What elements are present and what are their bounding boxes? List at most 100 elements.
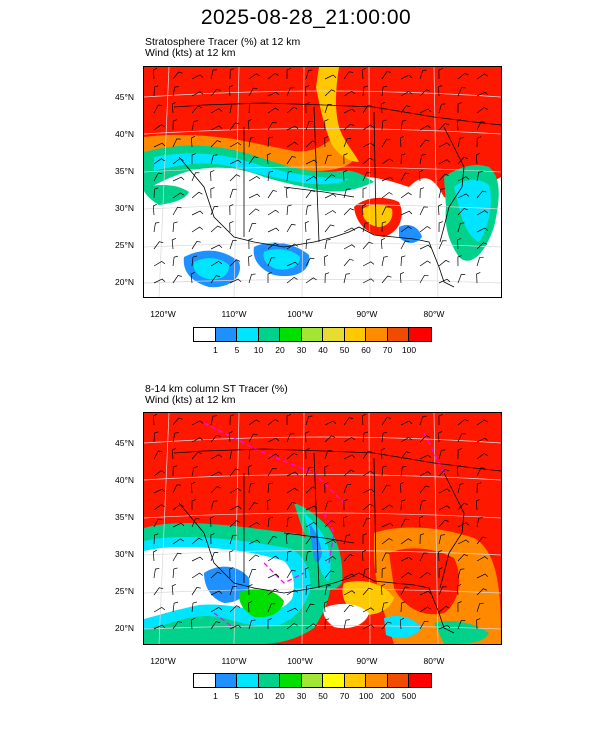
panel1-colorbar-swatch: [366, 328, 388, 341]
panel1-colorbar-swatch: [237, 328, 259, 341]
wind-barb: [400, 192, 412, 199]
panel1-map: [143, 66, 502, 298]
wind-barb: [381, 621, 392, 630]
wind-barb: [476, 536, 487, 545]
panel1-lon-label: 90°W: [356, 309, 378, 319]
wind-barb: [248, 136, 255, 148]
panel1-lat-label: 25°N: [115, 240, 134, 250]
panel2-colorbar-swatch: [301, 674, 323, 687]
wind-barb: [380, 101, 385, 114]
wind-barb: [362, 222, 370, 233]
wind-barb: [438, 449, 446, 460]
wind-barb: [153, 587, 164, 596]
panel1-lat-label: 45°N: [115, 92, 134, 102]
panel2-colorbar-swatch: [237, 674, 259, 687]
wind-barb: [419, 89, 431, 97]
wind-barb: [476, 227, 489, 233]
wind-barb: [361, 67, 366, 80]
wind-barb: [172, 255, 179, 267]
wind-barb: [362, 451, 372, 460]
wind-barb: [381, 504, 393, 511]
wind-barb: [210, 590, 223, 596]
wind-barb: [172, 86, 179, 97]
wind-barb: [248, 156, 259, 165]
wind-barb: [438, 605, 450, 613]
wind-barb: [362, 607, 375, 613]
wind-barb: [191, 191, 203, 199]
wind-barb: [362, 587, 373, 596]
wind-barb: [419, 435, 431, 443]
panel1-colorbar-tick-label: 100: [401, 345, 417, 355]
wind-barb: [248, 223, 257, 233]
wind-barb: [438, 68, 443, 80]
wind-barb: [457, 193, 470, 199]
wind-barb: [286, 87, 295, 97]
wind-barb: [210, 621, 221, 630]
wind-barb: [343, 108, 356, 114]
wind-barb: [343, 604, 354, 613]
wind-barb: [476, 588, 488, 596]
wind-barb: [153, 504, 165, 511]
wind-barb: [400, 255, 406, 267]
wind-barb: [400, 105, 411, 114]
wind-barb: [153, 124, 165, 131]
wind-barb: [248, 601, 253, 613]
wind-barb: [381, 484, 391, 494]
panel2-colorbar: [193, 673, 432, 688]
wind-barb: [229, 278, 242, 284]
wind-barb: [381, 176, 394, 182]
wind-barb: [229, 204, 234, 216]
wind-barb: [248, 273, 256, 284]
wind-barb: [324, 420, 337, 426]
panel2-colorbar-tick-label: 5: [234, 691, 240, 701]
panel2-colorbar-tick-label: 20: [275, 691, 285, 701]
wind-barb: [229, 259, 241, 267]
wind-barb: [248, 502, 259, 511]
wind-barb: [267, 272, 272, 283]
wind-barb: [457, 72, 469, 80]
wind-barb: [305, 121, 314, 131]
wind-barb: [476, 107, 488, 114]
wind-barb: [191, 420, 204, 426]
wind-barb: [172, 275, 182, 284]
wind-barb: [324, 239, 331, 250]
wind-barb: [324, 449, 332, 460]
wind-barb: [343, 554, 355, 562]
wind-barb: [438, 431, 443, 443]
panel2-lon-label: 110°W: [221, 656, 247, 666]
wind-barb: [248, 619, 256, 630]
wind-barb: [267, 467, 277, 477]
wind-barb: [362, 470, 375, 477]
wind-barb: [286, 243, 299, 250]
wind-barb: [248, 255, 253, 267]
panel1-colorbar-swatch: [194, 328, 216, 341]
wind-barb: [438, 159, 451, 165]
wind-barb: [305, 623, 317, 630]
wind-barb: [210, 533, 215, 545]
panel1-map-svg: [144, 67, 501, 297]
wind-barb: [438, 586, 447, 596]
panel2-lat-label: 40°N: [115, 475, 134, 485]
wind-barb: [457, 222, 465, 233]
wind-barb: [381, 602, 388, 613]
wind-barb: [438, 414, 443, 426]
wind-barb: [457, 274, 466, 284]
wind-barb: [267, 437, 280, 443]
wind-barb: [228, 84, 234, 97]
wind-barb: [324, 482, 329, 494]
panel1-colorbar-tick-label: 60: [361, 345, 371, 355]
wind-barb: [305, 603, 315, 613]
wind-barb: [248, 238, 253, 250]
wind-barb: [305, 140, 317, 148]
wind-barb: [305, 431, 310, 443]
panel1-lon-label: 100°W: [287, 309, 313, 319]
wind-barb: [190, 271, 195, 284]
wind-barb: [362, 278, 375, 284]
wind-barb: [419, 260, 431, 267]
panel1-colorbar-tick-label: 10: [253, 345, 264, 355]
wind-barb: [343, 619, 350, 630]
wind-barb: [343, 244, 356, 250]
wind-barb: [381, 206, 390, 216]
panel2-colorbar-tick-label: 100: [358, 691, 374, 701]
wind-barb: [343, 573, 356, 579]
